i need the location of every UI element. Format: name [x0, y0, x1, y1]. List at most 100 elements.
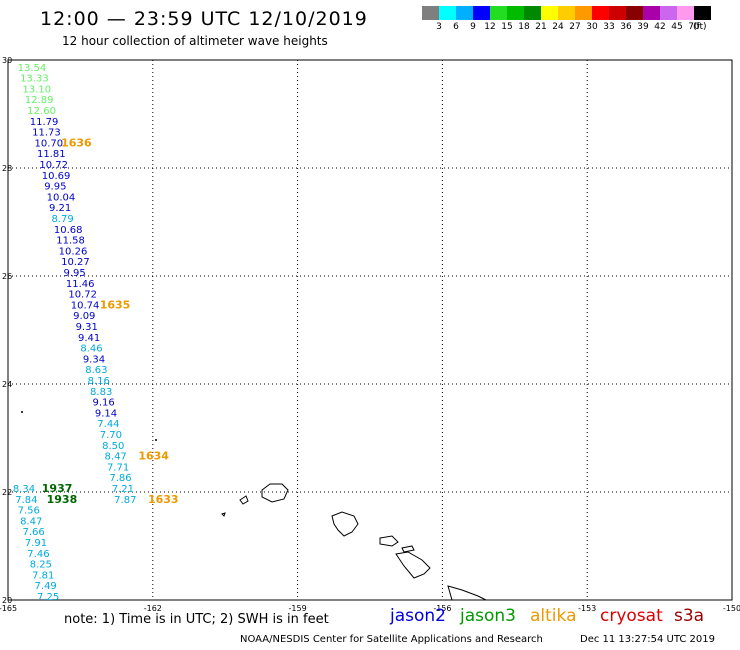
lon-label: -159 [289, 604, 307, 613]
colorbar-swatch [626, 6, 643, 20]
colorbar-label: 3 [436, 22, 442, 32]
lat-label: 26 [2, 272, 12, 281]
wave-height-label: 9.95 [64, 268, 86, 279]
wave-height-label: 10.27 [61, 257, 90, 268]
colorbar-label: 36 [620, 22, 632, 32]
map-dot [155, 439, 157, 441]
island-outline [447, 585, 487, 601]
colorbar-swatch [575, 6, 592, 20]
colorbar-swatch [609, 6, 626, 20]
colorbar-swatch [660, 6, 677, 20]
wave-height-label: 10.69 [42, 171, 71, 182]
colorbar-swatch [490, 6, 507, 20]
legend-s3a: s3a [674, 606, 705, 626]
colorbar-swatch [558, 6, 575, 20]
pass-time-label: 1633 [148, 493, 179, 506]
wave-height-label: 7.49 [35, 581, 57, 592]
wave-height-label: 9.16 [92, 398, 114, 409]
wave-height-label: 7.71 [107, 462, 129, 473]
lat-label: 30 [2, 56, 12, 65]
colorbar-label: 24 [552, 22, 564, 32]
wave-height-label: 11.46 [66, 279, 95, 290]
lat-label: 22 [2, 488, 12, 497]
wave-height-label: 8.47 [105, 452, 127, 463]
wave-height-label: 7.86 [109, 473, 131, 484]
wave-height-label: 11.58 [56, 236, 85, 247]
colorbar-swatch [473, 6, 490, 20]
chart-subtitle: 12 hour collection of altimeter wave hei… [62, 34, 328, 48]
wave-height-label: 9.31 [76, 322, 98, 333]
wave-height-label: 12.89 [25, 95, 54, 106]
wave-height-label: 11.81 [37, 149, 66, 160]
wave-height-label: 7.70 [100, 430, 122, 441]
wave-height-label: 10.70 [35, 138, 64, 149]
colorbar-label: 30 [586, 22, 598, 32]
colorbar-swatch [456, 6, 473, 20]
timestamp-text: Dec 11 13:27:54 UTC 2019 [580, 634, 715, 645]
island-outline [331, 511, 359, 537]
colorbar-label: 45 [671, 22, 683, 32]
wave-height-label: 7.56 [18, 506, 40, 517]
wave-height-label: 13.33 [20, 74, 49, 85]
wave-height-label: 10.74 [71, 300, 100, 311]
island-outline [239, 495, 249, 505]
wave-height-label: 11.73 [32, 128, 61, 139]
wave-height-label: 10.26 [59, 246, 88, 257]
wave-height-label: 8.46 [80, 344, 102, 355]
lon-label: -165 [0, 604, 17, 613]
island-outline [401, 545, 415, 553]
wave-height-label: 7.66 [22, 527, 44, 538]
colorbar-label: 39 [637, 22, 649, 32]
colorbar-swatch [541, 6, 558, 20]
wave-height-label: 8.83 [90, 387, 112, 398]
wave-height-label: 8.47 [20, 516, 42, 527]
wave-height-label: 10.72 [68, 290, 97, 301]
colorbar-swatch [677, 6, 694, 20]
lat-label: 20 [2, 596, 12, 605]
wave-height-label: 8.25 [30, 560, 52, 571]
wave-height-label: 7.91 [25, 538, 47, 549]
legend-altika: altika [530, 606, 577, 626]
wave-height-label: 7.84 [15, 495, 37, 506]
wave-height-label: 7.46 [27, 549, 49, 560]
pass-time-label: 1634 [138, 450, 169, 463]
legend-cryosat: cryosat [600, 606, 663, 626]
credit-text: NOAA/NESDIS Center for Satellite Applica… [240, 634, 543, 645]
colorbar-label: 12 [484, 22, 496, 32]
wave-height-label: 13.10 [22, 84, 51, 95]
colorbar-label: 27 [569, 22, 581, 32]
colorbar-label: 18 [518, 22, 530, 32]
wave-height-label: 9.09 [73, 311, 95, 322]
wave-height-label: 9.95 [44, 182, 66, 193]
wave-height-label: 8.79 [51, 214, 73, 225]
pass-time-label: 1938 [47, 493, 78, 506]
wave-height-label: 8.50 [102, 441, 124, 452]
colorbar-swatch [643, 6, 660, 20]
colorbar-swatch [694, 6, 711, 20]
wave-height-label: 9.34 [83, 354, 105, 365]
colorbar-swatch [422, 6, 439, 20]
lon-label: -153 [578, 604, 596, 613]
colorbar-swatch [592, 6, 609, 20]
note-text: note: 1) Time is in UTC; 2) SWH is in fe… [64, 612, 329, 627]
lon-label: -162 [144, 604, 162, 613]
wave-height-label: 13.54 [18, 63, 47, 74]
colorbar-swatch [507, 6, 524, 20]
wave-height-label: 12.60 [27, 106, 56, 117]
pass-time-label: 1937 [42, 482, 73, 495]
wave-height-label: 7.25 [37, 592, 59, 603]
chart-title: 12:00 — 23:59 UTC 12/10/2019 [40, 8, 368, 30]
wave-height-label: 7.21 [112, 484, 134, 495]
colorbar-swatch [439, 6, 456, 20]
wave-height-label: 11.79 [30, 117, 59, 128]
pass-time-label: 1635 [100, 298, 131, 311]
island-outline [395, 551, 431, 579]
island-outline [261, 483, 289, 503]
lon-label: -150 [723, 604, 740, 613]
colorbar-label: 33 [603, 22, 615, 32]
wave-height-label: 10.72 [39, 160, 68, 171]
colorbar-label: 70 [688, 22, 700, 32]
wave-height-label: 10.68 [54, 225, 83, 236]
legend-jason3: jason3 [460, 606, 516, 626]
map-frame [7, 59, 733, 601]
